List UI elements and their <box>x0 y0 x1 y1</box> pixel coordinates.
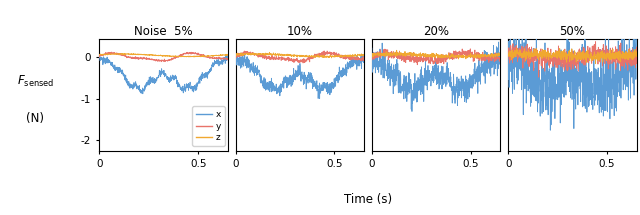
Text: $F_{\rm sensed}$: $F_{\rm sensed}$ <box>17 74 54 89</box>
Text: (N): (N) <box>26 112 44 125</box>
Title: 20%: 20% <box>423 25 449 38</box>
Title: 10%: 10% <box>287 25 313 38</box>
Title: 50%: 50% <box>559 25 586 38</box>
Legend: x, y, z: x, y, z <box>192 106 225 146</box>
Text: Time (s): Time (s) <box>344 194 392 206</box>
Title: Noise  5%: Noise 5% <box>134 25 193 38</box>
